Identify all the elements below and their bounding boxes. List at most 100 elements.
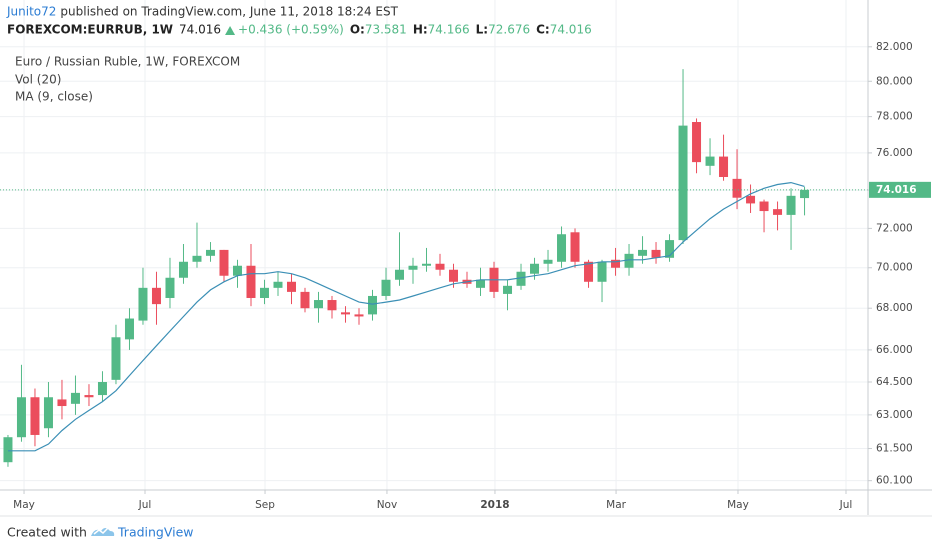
candle-body: [327, 300, 337, 311]
header-item: 74.166: [428, 23, 470, 37]
candle-body: [192, 255, 202, 262]
header-published: published on TradingView.com, June 11, 2…: [60, 5, 398, 19]
candle-body: [124, 318, 134, 340]
candle-body: [368, 295, 378, 315]
candle-body: [665, 240, 675, 258]
header-author[interactable]: Junito72: [6, 5, 56, 19]
candle-body: [732, 178, 742, 198]
candle-body: [30, 397, 40, 435]
y-tick-label: 72.000: [876, 222, 913, 234]
logo-line: [93, 527, 109, 535]
candle-body: [300, 291, 310, 309]
y-tick-label: 64.500: [876, 376, 913, 388]
y-tick-label: 76.000: [876, 147, 913, 159]
candle-body: [759, 201, 769, 212]
header-item: O:: [350, 23, 365, 37]
candle-body: [286, 281, 296, 292]
up-arrow: [225, 26, 236, 35]
candle-body: [719, 156, 729, 177]
candle-body: [746, 195, 756, 204]
candle-body: [476, 279, 486, 288]
header-item: 72.676: [488, 23, 530, 37]
x-tick-label: Nov: [377, 499, 398, 511]
y-tick-label: 80.000: [876, 75, 913, 87]
x-tick-label: 2018: [480, 499, 509, 511]
last-price-badge: [869, 181, 931, 198]
header-item: L:: [476, 23, 488, 37]
candle-body: [340, 312, 350, 315]
y-tick-label: 78.000: [876, 111, 913, 123]
y-tick-label: 66.000: [876, 344, 913, 356]
candle-body: [624, 253, 634, 268]
last-price-label: 74.016: [876, 184, 917, 196]
candle-body: [151, 287, 161, 305]
header-item: 74.016: [179, 23, 221, 37]
candle-body: [678, 125, 688, 241]
footer-brand[interactable]: TradingView: [117, 525, 194, 540]
candle-body: [651, 249, 661, 258]
candle-body: [503, 285, 513, 294]
candle-body: [584, 261, 594, 282]
candle-body: [111, 337, 121, 380]
candle-body: [530, 263, 540, 274]
candle-body: [16, 397, 26, 438]
candle-body: [313, 300, 323, 309]
candle-body: [395, 269, 405, 280]
candle-body: [800, 189, 810, 199]
candle-body: [219, 249, 229, 276]
candle-body: [3, 437, 13, 463]
candle-body: [70, 392, 80, 404]
candle-body: [611, 259, 621, 268]
x-tick-label: Jul: [839, 499, 853, 511]
axes: 82.00080.00078.00076.00074.00072.00070.0…: [0, 0, 932, 515]
candle-body: [435, 263, 445, 270]
candle-body: [557, 234, 567, 262]
candle-body: [205, 249, 215, 256]
y-tick-label: 61.500: [876, 443, 913, 455]
candle-body: [84, 395, 94, 398]
y-tick-label: 68.000: [876, 302, 913, 314]
header-item: 74.016: [550, 23, 592, 37]
header-item: 73.581: [365, 23, 407, 37]
header-item: C:: [536, 23, 550, 37]
candle-body: [259, 287, 269, 298]
candle-body: [692, 122, 702, 163]
candle-body: [57, 399, 67, 407]
candle-body: [408, 265, 418, 270]
header-item: H:: [413, 23, 428, 37]
header-item: +0.436 (+0.59%): [238, 23, 344, 37]
candle-body: [597, 261, 607, 282]
header-quote: FOREXCOM:EURRUB, 1W 74.016 +0.436 (+0.59%)…: [7, 23, 592, 37]
candle-body: [705, 156, 715, 166]
footer-created: Created with: [7, 525, 87, 540]
candle-body: [773, 209, 783, 215]
y-tick-label: 70.000: [876, 262, 913, 274]
candle-body: [543, 259, 553, 264]
candle-body: [232, 265, 242, 276]
candle-body: [354, 314, 364, 317]
tradingview-logo[interactable]: [91, 527, 115, 536]
ma-line: [8, 181, 805, 452]
candle-body: [273, 281, 283, 288]
candle-body: [422, 263, 432, 266]
y-tick-label: 82.000: [876, 41, 913, 53]
x-tick-label: Mar: [606, 499, 626, 511]
x-tick-label: Sep: [255, 499, 275, 511]
candle-body: [43, 397, 53, 429]
volume-legend: Vol (20): [15, 73, 61, 87]
y-tick-label: 60.100: [876, 475, 913, 487]
candle-body: [165, 277, 175, 298]
candle-body: [97, 382, 107, 396]
candle-body: [246, 265, 256, 298]
x-tick-label: May: [727, 499, 749, 511]
candle-body: [178, 261, 188, 278]
candle-body: [786, 195, 796, 215]
candle-body: [570, 232, 580, 262]
x-tick-label: May: [13, 499, 35, 511]
candle-body: [516, 271, 526, 286]
y-tick-label: 63.000: [876, 409, 913, 421]
ma-legend: MA (9, close): [15, 90, 93, 104]
plot: [0, 69, 868, 467]
